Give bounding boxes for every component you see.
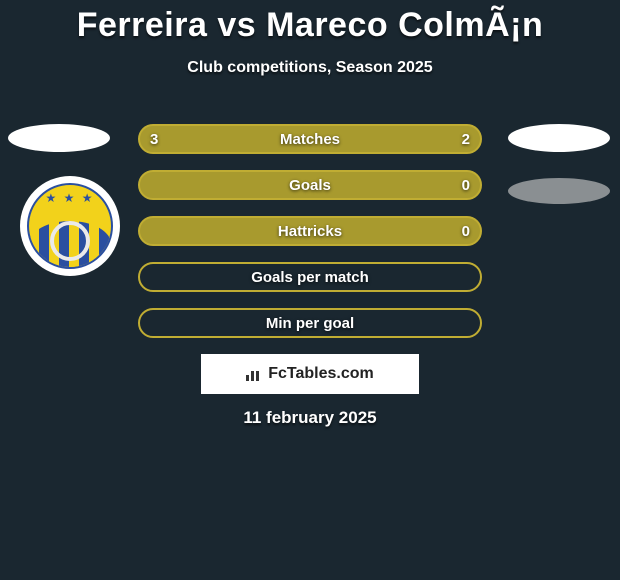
stats-bar-group: Matches 3 2 Goals 0 Hattricks 0 Goals per match… [138, 124, 482, 354]
stat-bar: Goals 0 [138, 170, 482, 200]
stat-label: Goals per match [251, 269, 369, 286]
player-right-badge [508, 124, 610, 152]
date-label: 11 february 2025 [0, 408, 620, 428]
attribution-text: FcTables.com [268, 365, 374, 383]
stat-bar: Goals per match [138, 262, 482, 292]
club-crest-icon: ★ ★ ★ [27, 183, 113, 269]
stat-bar: Matches 3 2 [138, 124, 482, 154]
player-left-badge [8, 124, 110, 152]
stat-bar: Hattricks 0 [138, 216, 482, 246]
player-left-club-badge: ★ ★ ★ [20, 176, 120, 276]
page-subtitle: Club competitions, Season 2025 [0, 59, 620, 77]
stat-label: Hattricks [278, 223, 342, 240]
stat-right-value: 2 [462, 131, 470, 148]
player-right-club-badge [508, 178, 610, 204]
stat-left-value: 3 [150, 131, 158, 148]
stat-right-value: 0 [462, 177, 470, 194]
stat-label: Goals [289, 177, 331, 194]
club-stars-icon: ★ ★ ★ [29, 191, 111, 205]
stat-right-value: 0 [462, 223, 470, 240]
stat-label: Min per goal [266, 315, 354, 332]
stat-bar: Min per goal [138, 308, 482, 338]
page-title: Ferreira vs Mareco ColmÃ¡n [0, 0, 620, 45]
stat-label: Matches [280, 131, 340, 148]
attribution-box: FcTables.com [201, 354, 419, 394]
bar-chart-icon [246, 367, 264, 381]
